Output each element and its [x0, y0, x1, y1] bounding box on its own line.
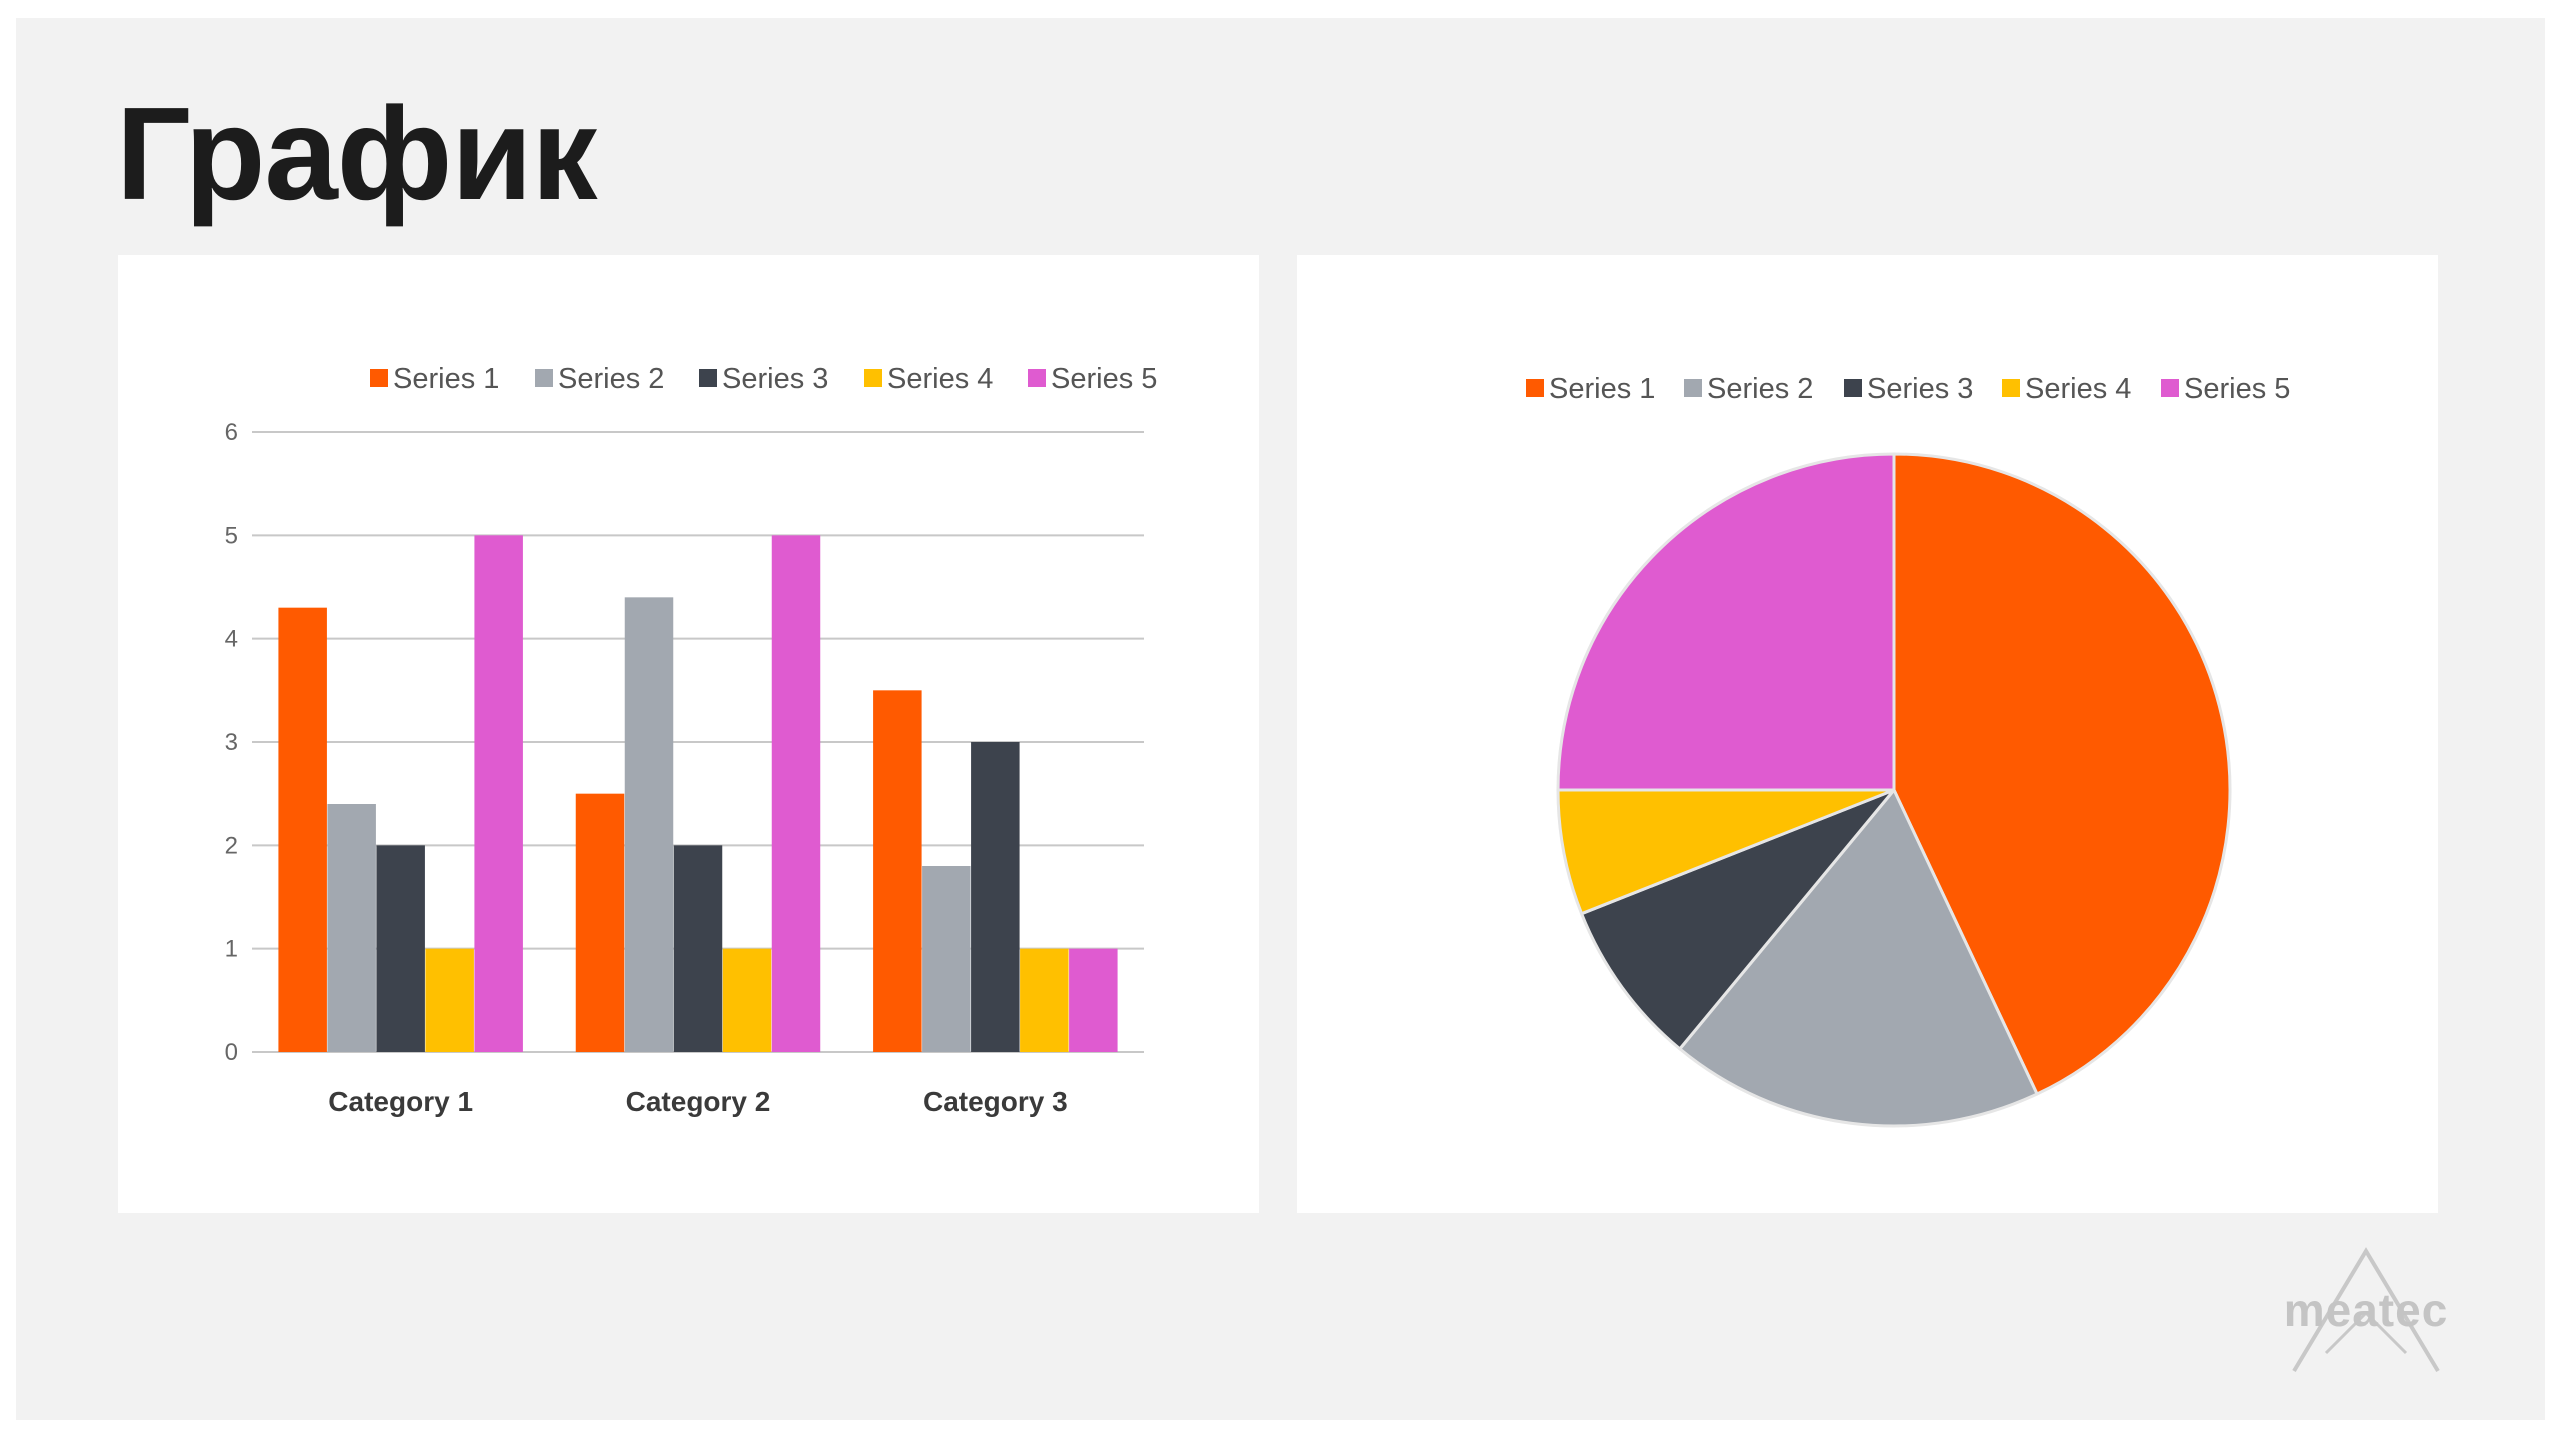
y-tick-label: 0: [225, 1039, 238, 1066]
bar: [327, 804, 376, 1052]
bar: [376, 845, 425, 1052]
legend-label: Series 5: [2184, 373, 2290, 405]
bar: [673, 845, 723, 1052]
legend-swatch: [535, 369, 553, 387]
bar-chart: 0 1 2 3 4 5 6 Series 1 Series 2 Series 3 Series 4 S…: [225, 363, 1158, 1117]
pie-slice: [1556, 788, 1896, 916]
legend-label: Series 2: [558, 363, 664, 395]
bar: [922, 866, 971, 1052]
logo-text: meatec: [2283, 1284, 2449, 1336]
legend-label: Series 4: [887, 363, 993, 395]
bar: [722, 948, 772, 1052]
bar: [425, 948, 474, 1052]
legend-label: Series 5: [1051, 363, 1157, 395]
legend-swatch: [864, 369, 882, 387]
legend-label: Series 1: [1549, 373, 1655, 405]
pie-slice: [1556, 452, 1896, 792]
y-tick-label: 5: [225, 522, 238, 549]
bar: [575, 793, 625, 1052]
legend-swatch: [699, 369, 717, 387]
slide: График 0 1 2 3 4 5 6 Series 1 Series 2 Series 3 Se…: [16, 18, 2545, 1420]
legend-swatch: [1028, 369, 1046, 387]
logo-mark-icon: [2292, 1247, 2440, 1373]
legend-label: Series 1: [393, 363, 499, 395]
pie-slice: [1892, 452, 2232, 1096]
y-tick-label: 1: [225, 936, 238, 963]
legend-label: Series 4: [2025, 373, 2131, 405]
pie-chart-panel: Series 1 Series 2 Series 3 Series 4 Series 5: [1297, 255, 2438, 1213]
bar: [474, 535, 523, 1052]
bar: [971, 742, 1020, 1052]
legend-swatch: [370, 369, 388, 387]
legend-label: Series 3: [722, 363, 828, 395]
pie-slice: [1678, 788, 2039, 1128]
x-tick-label: Category 1: [328, 1086, 473, 1117]
legend-swatch: [2002, 379, 2020, 397]
bar: [873, 690, 922, 1052]
legend-swatch: [1526, 379, 1544, 397]
legend-swatch: [2161, 379, 2179, 397]
legend-label: Series 3: [1867, 373, 1973, 405]
y-tick-label: 4: [225, 626, 238, 653]
y-tick-label: 2: [225, 832, 238, 859]
bar: [771, 535, 821, 1052]
bar: [278, 607, 327, 1052]
pie-slice: [1580, 788, 1896, 1051]
legend-swatch: [1684, 379, 1702, 397]
x-tick-label: Category 2: [626, 1086, 771, 1117]
bar: [1069, 948, 1118, 1052]
bar-chart-panel: 0 1 2 3 4 5 6 Series 1 Series 2 Series 3 Series 4 S…: [118, 255, 1259, 1213]
bar: [624, 597, 674, 1052]
meatec-logo: meatec: [2266, 1243, 2466, 1373]
pie-chart: Series 1 Series 2 Series 3 Series 4 Series 5: [1526, 373, 2290, 1128]
y-tick-label: 6: [225, 419, 238, 446]
y-tick-label: 3: [225, 729, 238, 756]
bar: [1020, 948, 1069, 1052]
legend-swatch: [1844, 379, 1862, 397]
x-tick-label: Category 3: [923, 1086, 1068, 1117]
legend-label: Series 2: [1707, 373, 1813, 405]
slide-title: График: [116, 80, 598, 227]
